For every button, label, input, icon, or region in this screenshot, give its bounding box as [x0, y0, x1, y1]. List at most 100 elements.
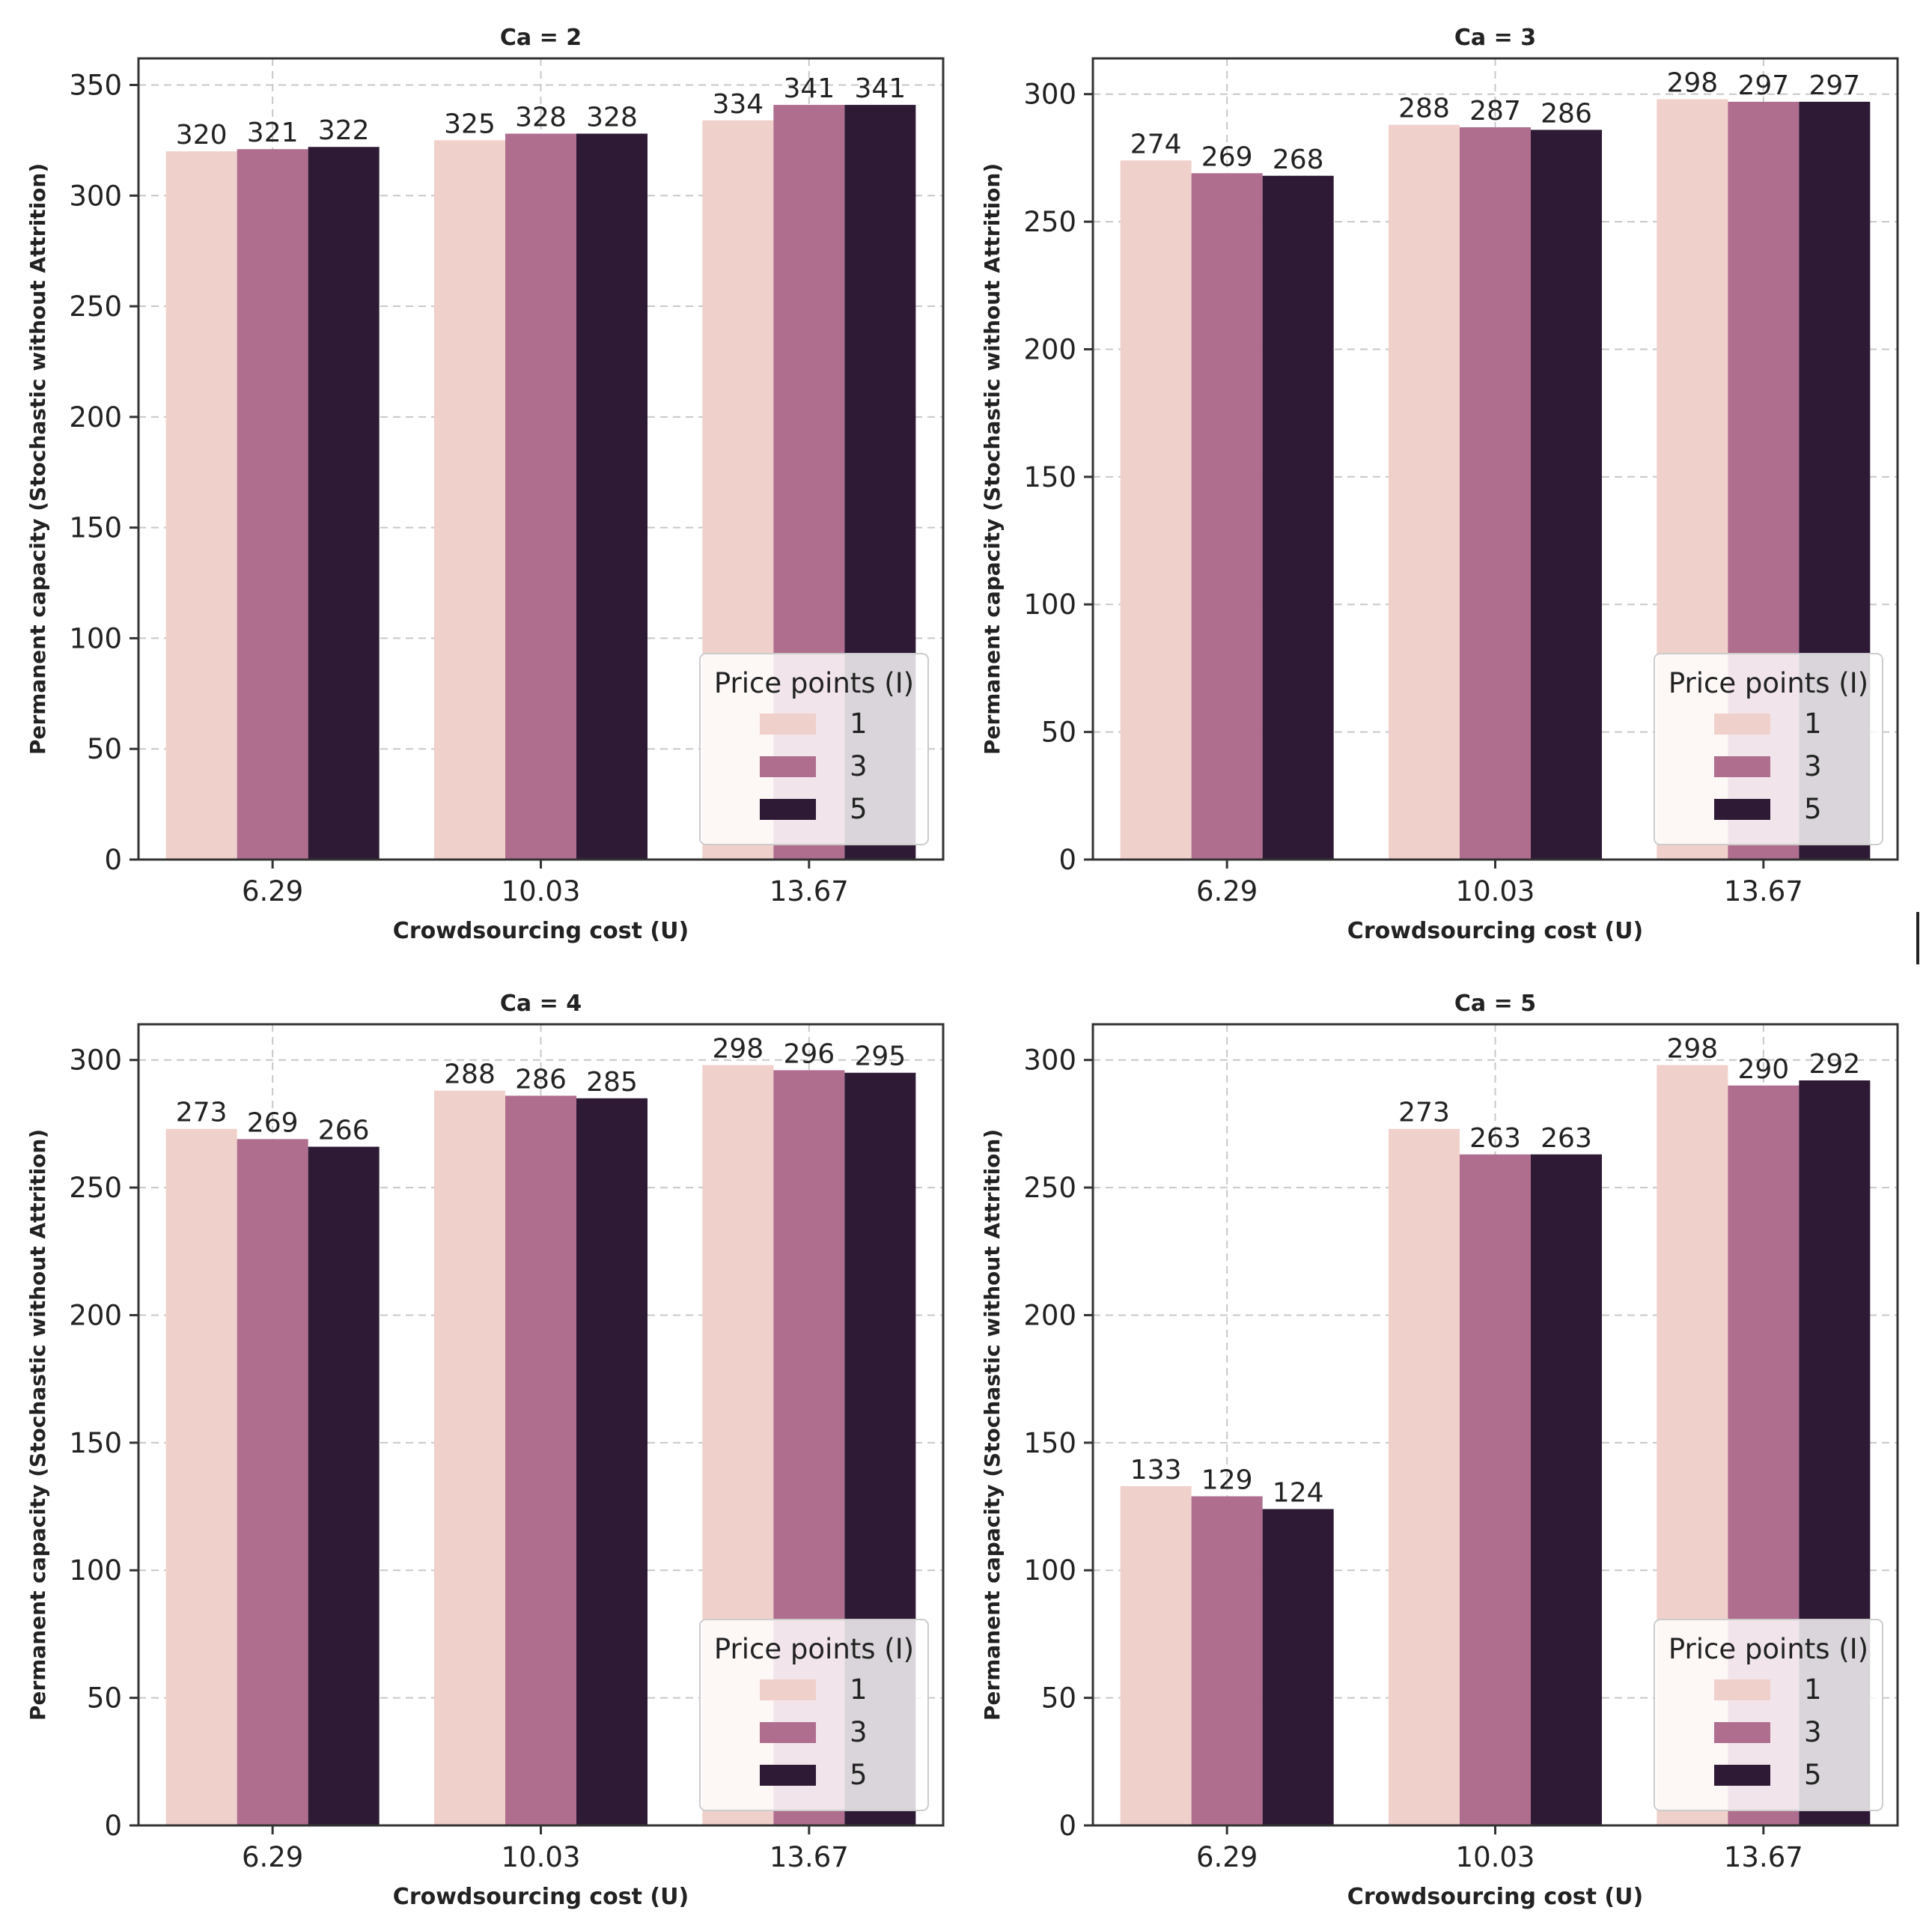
bar	[1120, 160, 1192, 860]
y-axis-label: Permanent capacity (Stochastic without A…	[980, 163, 1005, 755]
data-label: 269	[247, 1107, 299, 1138]
data-label: 268	[1273, 145, 1324, 175]
y-tick-label: 100	[1023, 1554, 1076, 1587]
y-tick-label: 0	[104, 1810, 122, 1842]
data-label: 320	[176, 120, 228, 150]
bar	[308, 147, 380, 860]
y-tick-label: 300	[69, 1044, 122, 1077]
legend-title: Price points (I)	[714, 667, 914, 699]
data-label: 288	[1398, 94, 1450, 124]
bar	[576, 1098, 647, 1825]
legend-label: 1	[1804, 1673, 1822, 1706]
x-tick-label: 13.67	[1724, 1841, 1803, 1873]
x-axis-label: Crowdsourcing cost (U)	[1347, 918, 1643, 944]
bar	[1460, 127, 1531, 860]
y-tick-label: 150	[69, 512, 122, 544]
data-label: 274	[1130, 129, 1182, 159]
y-tick-label: 100	[1023, 589, 1076, 621]
data-label: 297	[1737, 70, 1789, 101]
chart-panel: 320 325 334 321 328 341 322 328 341 0 50 100 150 200 2…	[25, 25, 945, 944]
data-label: 334	[712, 89, 764, 120]
data-label: 298	[1666, 68, 1718, 99]
data-label: 328	[586, 102, 638, 133]
chart-title: Ca = 5	[1454, 991, 1536, 1017]
x-tick-label: 13.67	[770, 875, 849, 907]
legend-swatch	[760, 1722, 816, 1743]
legend: Price points (I) 1 3 5	[699, 1619, 929, 1811]
x-axis-label: Crowdsourcing cost (U)	[393, 918, 689, 944]
y-tick-label: 50	[1041, 717, 1076, 749]
y-axis-label: Permanent capacity (Stochastic without A…	[980, 1129, 1005, 1721]
legend-box	[699, 1619, 929, 1811]
data-label: 297	[1808, 70, 1860, 101]
data-label: 298	[712, 1034, 764, 1065]
data-label: 286	[515, 1064, 567, 1095]
y-tick-label: 150	[1023, 1427, 1076, 1459]
data-label: 263	[1469, 1123, 1521, 1154]
y-tick-label: 150	[1023, 461, 1076, 493]
legend: Price points (I) 1 3 5	[699, 653, 929, 845]
y-tick-label: 0	[104, 844, 122, 876]
data-label: 325	[444, 109, 496, 139]
bar	[237, 149, 308, 860]
bar	[1389, 124, 1460, 860]
y-tick-label: 0	[1058, 844, 1076, 876]
data-label: 341	[854, 73, 906, 104]
x-axis-label: Crowdsourcing cost (U)	[393, 1884, 689, 1910]
data-label: 285	[586, 1067, 638, 1098]
x-tick-label: 6.29	[1196, 875, 1258, 907]
y-tick-label: 250	[69, 291, 122, 323]
legend-label: 3	[1804, 1716, 1822, 1748]
bar	[434, 140, 505, 860]
chart-title: Ca = 4	[500, 991, 582, 1017]
x-tick-label: 6.29	[1196, 1841, 1258, 1873]
x-tick-label: 10.03	[1456, 1841, 1535, 1873]
bar	[165, 151, 237, 860]
x-tick-label: 6.29	[242, 1841, 303, 1873]
data-label: 266	[318, 1116, 370, 1146]
legend-label: 1	[850, 1673, 868, 1706]
data-label: 124	[1273, 1477, 1324, 1508]
bar	[1460, 1154, 1531, 1825]
legend-label: 1	[850, 708, 868, 740]
legend: Price points (I) 1 3 5	[1654, 653, 1883, 845]
data-label: 269	[1201, 142, 1253, 172]
legend-label: 1	[1804, 708, 1822, 740]
bar	[1191, 1496, 1263, 1825]
bar	[434, 1090, 505, 1825]
y-axis-label: Permanent capacity (Stochastic without A…	[25, 1129, 50, 1721]
y-tick-label: 300	[1023, 1044, 1076, 1077]
data-label: 287	[1469, 96, 1521, 127]
legend-label: 3	[1804, 750, 1822, 782]
y-tick-label: 50	[87, 733, 122, 765]
y-tick-label: 350	[69, 69, 122, 101]
x-tick-label: 6.29	[242, 875, 303, 907]
legend-swatch	[1714, 1765, 1770, 1786]
legend-label: 5	[850, 1759, 868, 1791]
bar	[505, 1095, 576, 1825]
y-tick-label: 250	[69, 1172, 122, 1204]
legend-label: 5	[850, 793, 868, 825]
x-tick-label: 13.67	[770, 1841, 849, 1873]
legend-box	[699, 653, 929, 845]
y-tick-label: 100	[69, 1554, 122, 1587]
y-tick-label: 0	[1058, 1810, 1076, 1842]
data-label: 133	[1130, 1455, 1182, 1485]
text-cursor-mark	[1916, 912, 1919, 964]
legend-swatch	[1714, 1722, 1770, 1743]
legend-title: Price points (I)	[714, 1633, 914, 1665]
bar	[237, 1139, 308, 1825]
data-label: 273	[176, 1098, 228, 1128]
bar	[1191, 173, 1263, 860]
bar	[1120, 1485, 1192, 1825]
y-tick-label: 200	[1023, 1299, 1076, 1331]
data-label: 288	[444, 1059, 496, 1090]
data-label: 322	[318, 115, 370, 146]
bar	[505, 133, 576, 860]
legend-swatch	[760, 799, 816, 820]
data-label: 263	[1541, 1123, 1592, 1154]
legend-title: Price points (I)	[1669, 667, 1868, 699]
y-axis-label: Permanent capacity (Stochastic without A…	[25, 163, 50, 755]
chart-panel: 273 288 298 269 286 296 266 285 295 0 50 100 150 200 2…	[25, 991, 945, 1910]
